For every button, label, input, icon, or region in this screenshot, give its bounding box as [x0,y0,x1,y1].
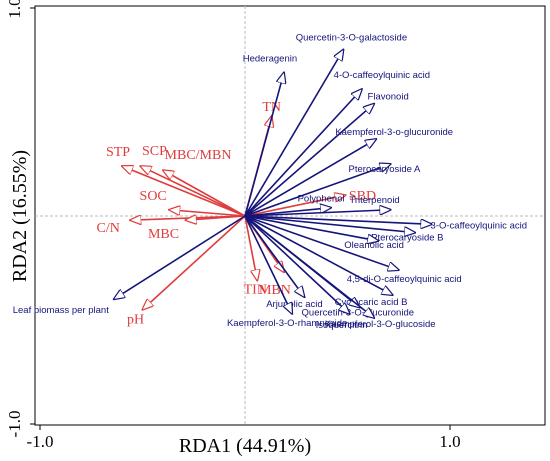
vector-label-tin: TIN [244,282,267,297]
vector-label-arjunolic-acid: Arjunolic acid [266,299,323,310]
y-axis-title: RDA2 (16.55%) [9,150,31,282]
vector-label-tn: TN [262,100,281,115]
vector-label-hederagenin: Hederagenin [243,53,297,64]
vector-label-c-n: C/N [97,221,120,236]
vector-ph [143,215,246,310]
vector-label-triterpenoid: Triterpenoid [349,195,399,206]
x-tick-label: -1.0 [27,432,54,451]
vector-label-cyclocaric-acid-b: Cyclocaric acid B [335,297,408,308]
vector-label-stp: STP [106,145,130,160]
x-tick-label: 1.0 [439,432,460,451]
vector-label-leaf-biomass-per-plant: Leaf biomass per plant [13,305,109,316]
vector-flavonoid [244,104,374,217]
vector-label-soc: SOC [140,189,167,204]
vector-label-ph: pH [127,313,144,328]
vector-kaempferol-3-o-glucoside [244,215,374,318]
vector-kaempferol-3-o-glucuronide [244,139,376,217]
vector-label-3-o-caffeoylquinic-acid: 3-O-caffeoylquinic acid [431,220,527,231]
x-axis-title: RDA1 (44.91%) [179,435,311,457]
vector-label-pterocaryoside-b: Pterocaryoside B [371,233,443,244]
vector-label-kaempferol-3-o-glucuronide: Kaempferol-3-o-glucuronide [335,127,453,138]
y-axis-ticks: 1.0 -1.0 [5,0,35,437]
vector-label-polyphenol: Polyphenol [298,194,345,205]
x-axis-ticks: -1.0 1.0 [27,425,461,451]
vector-kaempferol-3-o-rhamnoside [244,215,292,314]
vector-label-flavonoid: Flavonoid [368,92,409,103]
y-tick-label: 1.0 [5,0,24,19]
vector-label-quercetin-3-o-glucuronide: Quercetin-3-O-glucuronide [302,308,414,319]
vector-pterocaryoside-a [244,164,391,217]
vector-hederagenin [244,72,284,217]
vector-mbc [186,216,246,220]
vector-sbd [244,195,345,217]
vector-mbc-mbn [163,170,246,217]
vector-4-o-caffeoylquinic-acid [244,89,362,217]
vector-scp [140,166,246,217]
vector-cyclocaric-acid-b [244,215,393,295]
vector-label-scp: SCP [142,144,167,159]
vector-label-sbd: SBD [349,189,376,204]
response-vectors: Quercetin-3-O-galactoside Hederagenin 4-O-… [13,33,527,331]
vector-3-o-caffeoylquinic-acid [244,215,432,224]
vector-triterpenoid [244,210,391,217]
vector-label-quercetin-3-o-galactoside: Quercetin-3-O-galactoside [296,33,407,44]
vector-pterocaryoside-b [244,215,415,233]
vector-label-mbn: MBN [259,283,291,298]
vector-tin [244,215,257,280]
y-tick-label: -1.0 [5,411,24,438]
vector-label-isoquercitrin: Isoquercitrin [316,320,368,331]
zero-lines [35,6,545,425]
vector-arjunolic-acid [244,215,304,297]
vector-label-kaempferol-3-o-rhamnoside: Kaempferol-3-O-rhamnoside [227,318,347,329]
vector-label-4-o-caffeoylquinic-acid: 4-O-caffeoylquinic acid [334,70,430,81]
vector-isoquercitrin [244,215,350,314]
vector-label-mbc: MBC [148,227,179,242]
vector-quercetin-3-o-galactoside [244,50,343,217]
vector-leaf-biomass-per-plant [114,215,246,299]
vector-label-oleanolic-acid: Oleanolic acid [344,240,404,251]
vector-soc [169,210,246,217]
vector-4-5-di-o-caffeoylquinic-acid [244,215,399,270]
vector-label-mbc-mbn: MBC/MBN [165,148,232,163]
vector-label-pterocaryoside-a: Pterocaryoside A [349,164,421,175]
vector-oleanolic-acid [244,215,378,241]
vector-label-4-5-di-o-caffeoylquinic-acid: 4,5-di-O-caffeoylquinic acid [347,274,462,285]
vector-label-kaempferol-3-o-glucoside: Kaempferol-3-O-glucoside [325,319,436,330]
